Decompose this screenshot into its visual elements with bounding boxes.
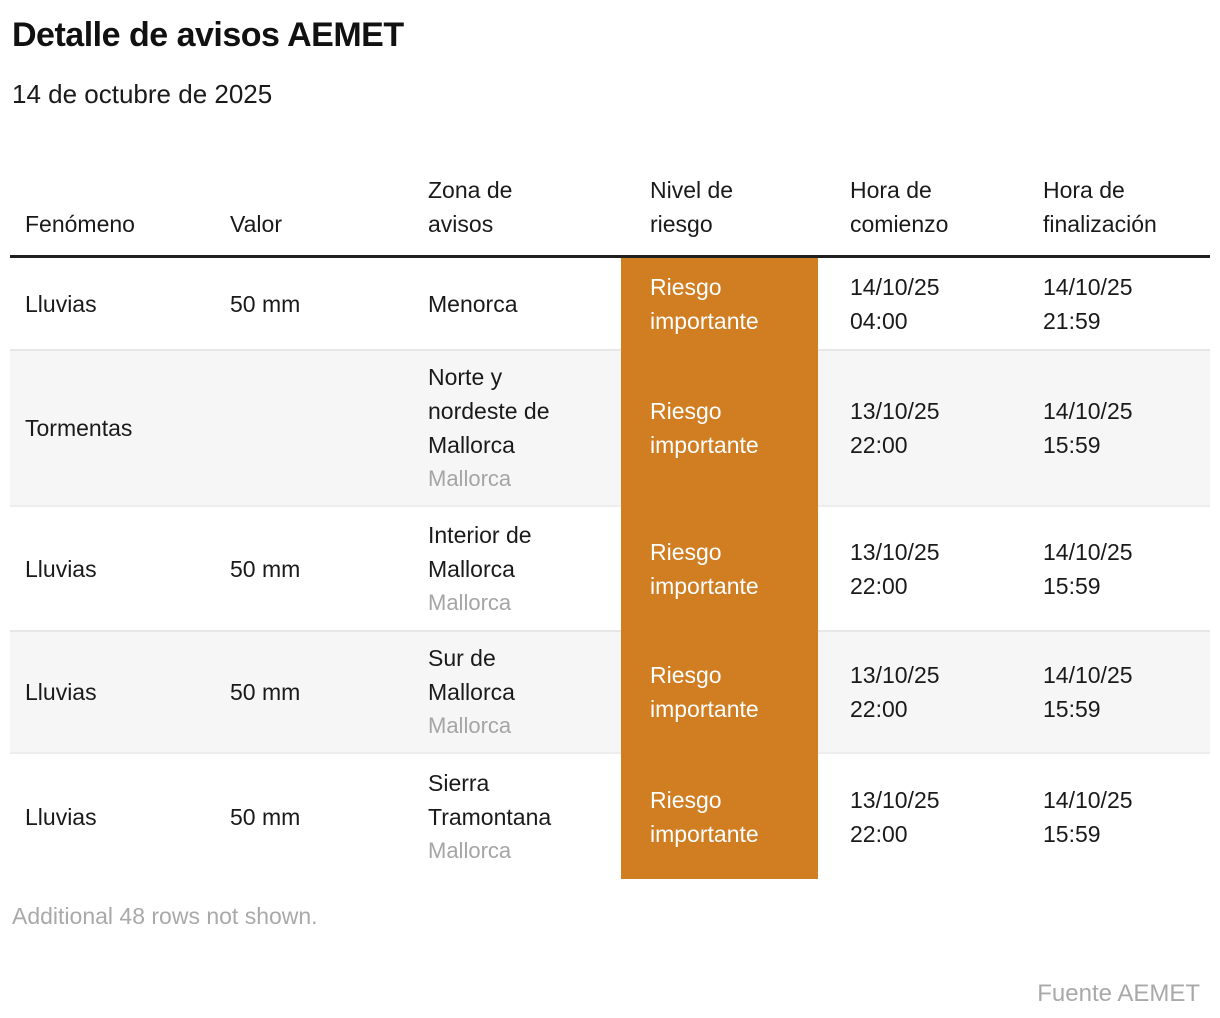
start-date: 13/10/25: [850, 398, 940, 424]
zone-region: Mallorca: [428, 589, 512, 615]
zone-name: Sierra Tramontana: [428, 769, 552, 830]
zone-region: Mallorca: [428, 837, 512, 863]
cell-hora-finalizacion: 14/10/25 21:59: [1035, 258, 1210, 349]
rows-not-shown-note: Additional 48 rows not shown.: [12, 903, 318, 929]
end-date: 14/10/25: [1043, 786, 1133, 813]
risk-level-badge: Riesgo importante: [621, 507, 818, 630]
end-time: 15:59: [1043, 820, 1101, 847]
start-date: 14/10/25: [850, 273, 940, 300]
table-row: Lluvias 50 mm Menorca Riesgo importante …: [10, 258, 1210, 349]
end-time: 15:59: [1043, 696, 1101, 722]
column-header-nivel-riesgo: Nivel de riesgo: [650, 177, 734, 237]
cell-valor: 50 mm: [230, 803, 301, 830]
cell-hora-comienzo: 13/10/25 22:00: [818, 349, 1035, 507]
chart-container: Detalle de avisos AEMET 14 de octubre de…: [0, 14, 1220, 1009]
zone-region: Mallorca: [428, 713, 512, 738]
cell-hora-comienzo: 13/10/25 22:00: [818, 630, 1035, 754]
table-row: Lluvias 50 mm Sur de Mallorca Mallorca R…: [10, 630, 1210, 754]
column-header-fenomeno: Fenómeno: [25, 211, 135, 237]
start-time: 22:00: [850, 820, 908, 847]
cell-fenomeno: Lluvias: [25, 679, 97, 705]
start-date: 13/10/25: [850, 662, 940, 688]
cell-fenomeno: Lluvias: [25, 290, 97, 317]
start-time: 22:00: [850, 696, 908, 722]
cell-hora-finalizacion: 14/10/25 15:59: [1035, 754, 1210, 879]
zone-name: Interior de Mallorca: [428, 521, 532, 582]
cell-zona: Sierra Tramontana Mallorca: [428, 754, 621, 879]
cell-zona: Menorca: [428, 258, 621, 349]
cell-zona: Norte y nordeste de Mallorca Mallorca: [428, 349, 621, 507]
cell-hora-finalizacion: 14/10/25 15:59: [1035, 630, 1210, 754]
start-date: 13/10/25: [850, 538, 940, 565]
cell-hora-comienzo: 14/10/25 04:00: [818, 258, 1035, 349]
risk-level-badge: Riesgo importante: [621, 349, 818, 507]
zone-name: Sur de Mallorca: [428, 645, 515, 705]
cell-zona: Sur de Mallorca Mallorca: [428, 630, 621, 754]
column-header-hora-comienzo: Hora de comienzo: [850, 177, 949, 237]
warnings-table: Fenómeno Valor Zona de avisos Nivel de r…: [10, 162, 1210, 879]
cell-fenomeno: Tormentas: [25, 415, 133, 441]
page-title: Detalle de avisos AEMET: [12, 16, 404, 54]
cell-valor: 50 mm: [230, 679, 301, 705]
end-time: 21:59: [1043, 307, 1101, 334]
cell-valor: 50 mm: [230, 290, 301, 317]
end-date: 14/10/25: [1043, 398, 1133, 424]
table-row: Lluvias 50 mm Interior de Mallorca Mallo…: [10, 507, 1210, 630]
zone-name: Norte y nordeste de Mallorca: [428, 364, 550, 458]
column-header-hora-finalizacion: Hora de finalización: [1043, 177, 1157, 237]
start-time: 22:00: [850, 432, 908, 458]
end-date: 14/10/25: [1043, 538, 1133, 565]
cell-fenomeno: Lluvias: [25, 555, 97, 582]
risk-level-badge: Riesgo importante: [621, 258, 818, 349]
end-time: 15:59: [1043, 572, 1101, 599]
zone-region: Mallorca: [428, 466, 512, 491]
column-header-valor: Valor: [230, 211, 282, 237]
risk-level-badge: Riesgo importante: [621, 630, 818, 754]
end-date: 14/10/25: [1043, 273, 1133, 300]
cell-hora-comienzo: 13/10/25 22:00: [818, 507, 1035, 630]
table-header-row: Fenómeno Valor Zona de avisos Nivel de r…: [10, 162, 1210, 258]
cell-hora-comienzo: 13/10/25 22:00: [818, 754, 1035, 879]
cell-hora-finalizacion: 14/10/25 15:59: [1035, 507, 1210, 630]
cell-valor: [230, 349, 428, 507]
table-row: Tormentas Norte y nordeste de Mallorca M…: [10, 349, 1210, 507]
cell-valor: 50 mm: [230, 555, 301, 582]
risk-level-badge: Riesgo importante: [621, 754, 818, 879]
source-credit: Fuente AEMET: [1037, 980, 1200, 1007]
cell-zona: Interior de Mallorca Mallorca: [428, 507, 621, 630]
zone-name: Menorca: [428, 290, 518, 317]
column-header-zona: Zona de avisos: [428, 177, 513, 237]
start-time: 04:00: [850, 307, 908, 334]
cell-fenomeno: Lluvias: [25, 803, 97, 830]
end-date: 14/10/25: [1043, 662, 1133, 688]
cell-hora-finalizacion: 14/10/25 15:59: [1035, 349, 1210, 507]
start-date: 13/10/25: [850, 786, 940, 813]
end-time: 15:59: [1043, 432, 1101, 458]
page-subtitle: 14 de octubre de 2025: [12, 79, 273, 109]
start-time: 22:00: [850, 572, 908, 599]
table-row: Lluvias 50 mm Sierra Tramontana Mallorca…: [10, 754, 1210, 879]
